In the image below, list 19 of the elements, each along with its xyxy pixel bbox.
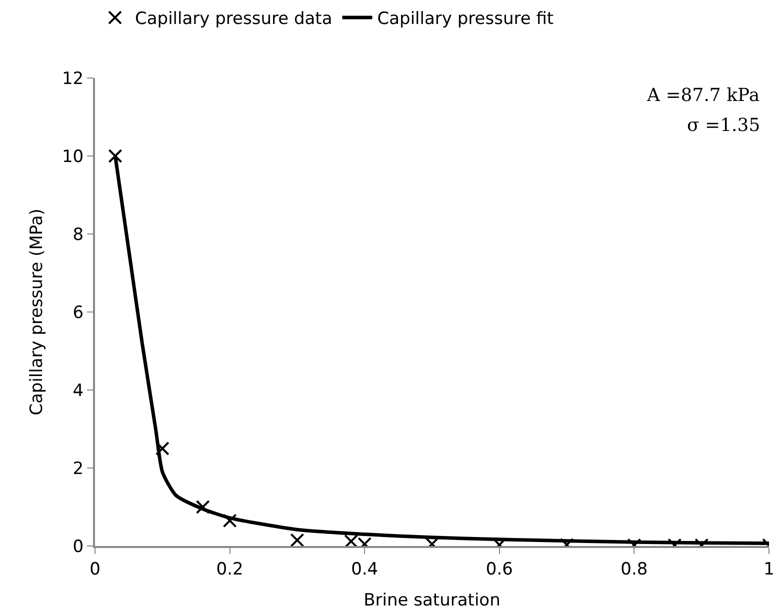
y-tick-label: 10	[62, 146, 84, 167]
y-tick-label: 2	[72, 458, 84, 479]
annotation: A =87.7 kPa	[646, 85, 760, 106]
y-tick-label: 6	[72, 302, 84, 323]
legend-label: Capillary pressure fit	[377, 9, 554, 30]
annotation: σ =1.35	[687, 115, 760, 136]
y-tick-label: 8	[72, 224, 84, 245]
x-axis-title: Brine saturation	[364, 590, 500, 610]
y-tick-label: 12	[62, 68, 84, 89]
x-tick-label: 0.8	[620, 559, 648, 580]
x-tick-label: 1	[764, 559, 774, 580]
y-tick-label: 0	[72, 536, 84, 557]
x-tick-label: 0.4	[351, 559, 378, 580]
x-tick-label: 0.2	[216, 559, 244, 580]
x-tick-label: 0.6	[486, 559, 513, 580]
y-axis-title: Capillary pressure (MPa)	[27, 208, 48, 416]
legend-label: Capillary pressure data	[135, 9, 332, 30]
y-tick-label: 4	[72, 380, 84, 401]
x-tick-label: 0	[90, 559, 100, 580]
